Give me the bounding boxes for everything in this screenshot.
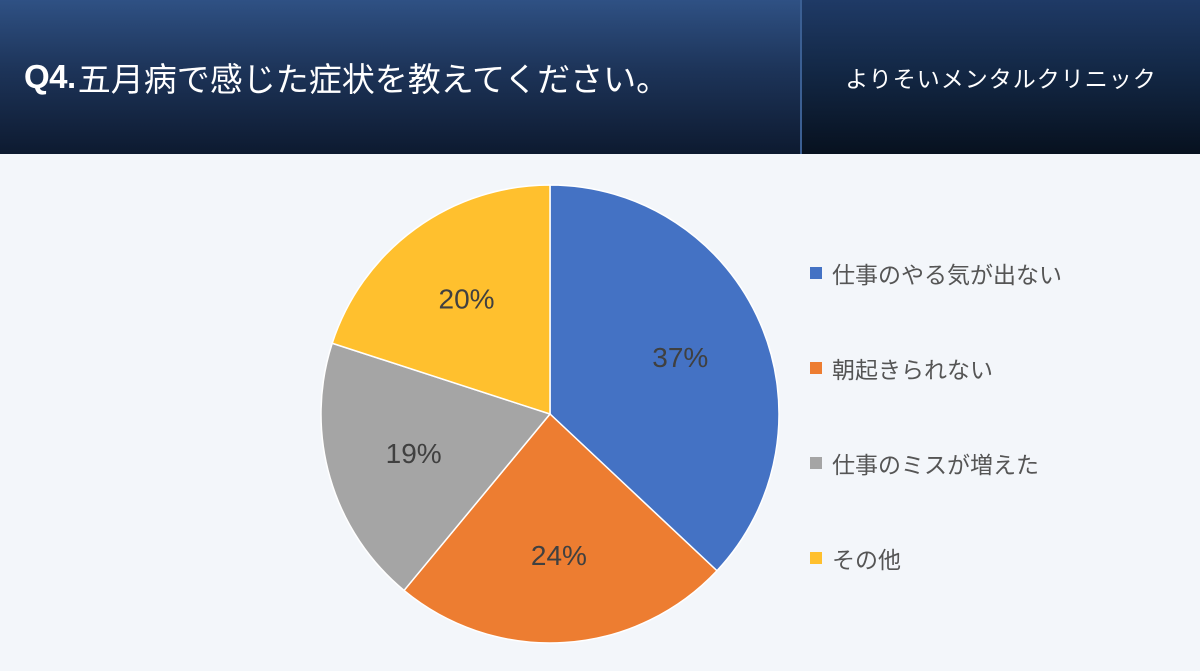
- clinic-name: よりそいメンタルクリニック: [845, 67, 1157, 93]
- question-number: Q4.: [24, 58, 76, 95]
- legend-item-0: 仕事のやる気が出ない: [810, 256, 1062, 290]
- data-label-2: 19%: [386, 438, 442, 469]
- title-panel: Q4. 五月病で感じた症状を教えてください。: [0, 0, 800, 154]
- legend-label-0: 仕事のやる気が出ない: [832, 263, 1062, 289]
- data-label-3: 20%: [439, 284, 495, 315]
- pie-chart: 37% 24% 19% 20%: [320, 184, 780, 644]
- legend-item-1: 朝起きられない: [810, 351, 993, 385]
- legend-swatch-3: [810, 552, 822, 564]
- pie-slice-0: [549, 184, 780, 572]
- legend-swatch-0: [810, 267, 822, 279]
- data-label-0: 37%: [652, 342, 708, 373]
- page-title: 五月病で感じた症状を教えてください。: [77, 60, 670, 99]
- legend-label-2: 仕事のミスが増えた: [832, 453, 1039, 479]
- legend-label-3: その他: [832, 548, 901, 574]
- legend-item-2: 仕事のミスが増えた: [810, 446, 1039, 480]
- pie-slice-3: [331, 184, 551, 416]
- header-banner: Q4. 五月病で感じた症状を教えてください。 よりそいメンタルクリニック: [0, 0, 1200, 154]
- legend-swatch-2: [810, 457, 822, 469]
- legend-label-1: 朝起きられない: [832, 358, 993, 384]
- legend-item-3: その他: [810, 541, 901, 575]
- pie-slice-2: [320, 342, 552, 592]
- clinic-panel: よりそいメンタルクリニック: [802, 0, 1200, 154]
- legend-swatch-1: [810, 362, 822, 374]
- pie-slice-1: [402, 412, 718, 644]
- header-divider: [800, 0, 802, 154]
- data-label-1: 24%: [531, 540, 587, 571]
